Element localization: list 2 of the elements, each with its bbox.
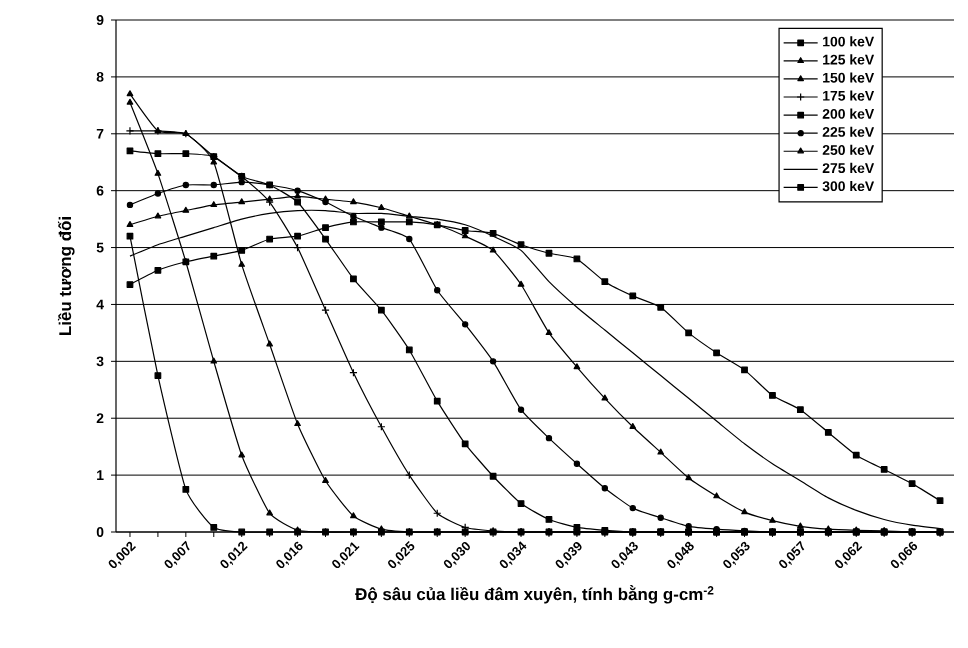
y-axis-title: Liều tương đối [57,217,75,335]
x-axis-title: Độ sâu của liều đâm xuyên, tính bằng g-cm$^{-2}$ [355,584,714,604]
